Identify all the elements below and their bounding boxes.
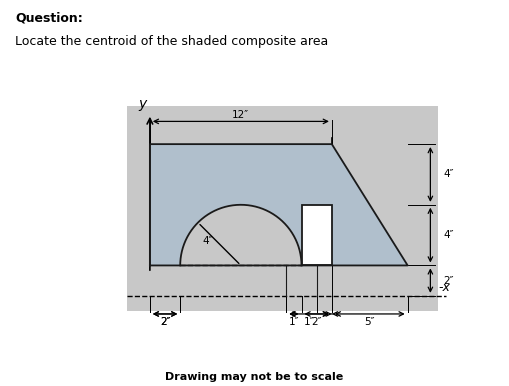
Text: y: y — [138, 97, 147, 111]
Polygon shape — [150, 144, 408, 266]
Text: 2″: 2″ — [443, 276, 454, 286]
Text: 1″: 1″ — [304, 317, 315, 327]
Text: 5″: 5″ — [364, 317, 375, 327]
Text: 12″: 12″ — [232, 110, 249, 120]
Bar — [301, 205, 332, 266]
Polygon shape — [180, 205, 301, 266]
Text: 4″: 4″ — [443, 230, 454, 240]
Text: Drawing may not be to scale: Drawing may not be to scale — [165, 372, 344, 382]
Text: 4″: 4″ — [443, 169, 454, 179]
Text: -x: -x — [438, 281, 450, 294]
Text: 2″: 2″ — [160, 317, 171, 327]
Text: 2″: 2″ — [312, 317, 322, 327]
Text: 4″: 4″ — [202, 236, 213, 246]
Text: Question:: Question: — [15, 12, 83, 25]
Text: 1″: 1″ — [289, 317, 299, 327]
Bar — [127, 106, 438, 311]
Text: Locate the centroid of the shaded composite area: Locate the centroid of the shaded compos… — [15, 35, 328, 48]
Text: 2″: 2″ — [160, 317, 171, 327]
